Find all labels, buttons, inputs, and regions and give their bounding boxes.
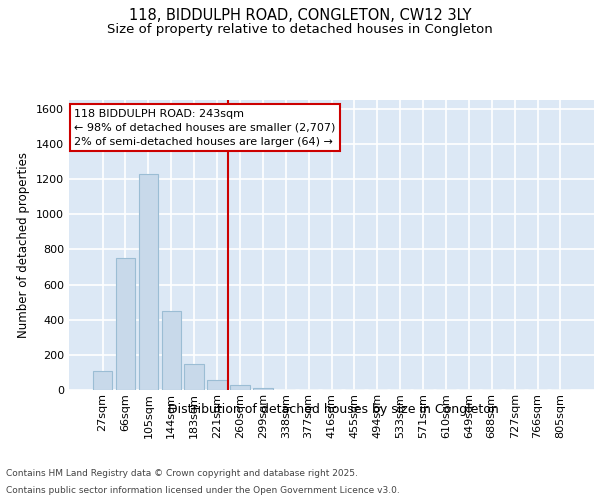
Text: Size of property relative to detached houses in Congleton: Size of property relative to detached ho… — [107, 22, 493, 36]
Bar — [208, 380, 227, 390]
Bar — [230, 384, 250, 390]
Y-axis label: Number of detached properties: Number of detached properties — [17, 152, 31, 338]
Bar — [139, 174, 158, 390]
Bar — [116, 258, 135, 390]
Bar — [184, 364, 204, 390]
Text: 118, BIDDULPH ROAD, CONGLETON, CW12 3LY: 118, BIDDULPH ROAD, CONGLETON, CW12 3LY — [129, 8, 471, 22]
Text: Contains public sector information licensed under the Open Government Licence v3: Contains public sector information licen… — [6, 486, 400, 495]
Text: Contains HM Land Registry data © Crown copyright and database right 2025.: Contains HM Land Registry data © Crown c… — [6, 468, 358, 477]
Text: 118 BIDDULPH ROAD: 243sqm
← 98% of detached houses are smaller (2,707)
2% of sem: 118 BIDDULPH ROAD: 243sqm ← 98% of detac… — [74, 108, 335, 146]
Bar — [253, 388, 272, 390]
Bar — [161, 311, 181, 390]
Bar — [93, 370, 112, 390]
Text: Distribution of detached houses by size in Congleton: Distribution of detached houses by size … — [167, 402, 499, 415]
